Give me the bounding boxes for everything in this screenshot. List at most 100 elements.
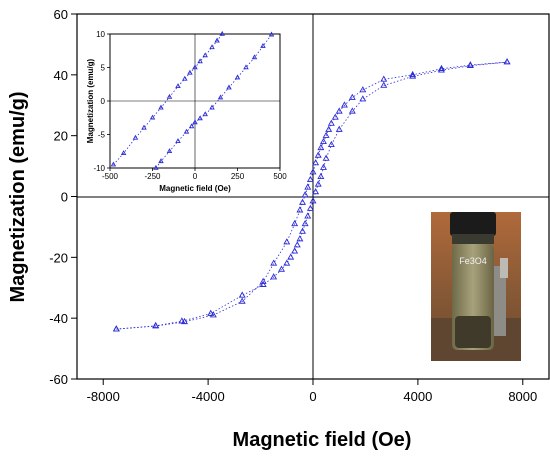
inset-data-point: [132, 134, 139, 140]
main-data-point: [209, 311, 217, 318]
main-data-point: [320, 137, 327, 144]
main-data-point: [322, 154, 330, 161]
inset-data-point: [149, 114, 156, 120]
inset-data-point: [214, 37, 220, 43]
inset-x-tick-label: 500: [273, 172, 287, 181]
inset-data-point: [202, 52, 208, 58]
vial-photo: Fe3O4: [431, 212, 521, 361]
inset-y-tick-label: -5: [98, 131, 106, 140]
inset-data-point: [268, 31, 275, 37]
inset-data-point: [153, 164, 159, 170]
main-data-point: [380, 75, 388, 82]
main-data-point: [314, 180, 322, 187]
main-data-point: [335, 107, 343, 114]
main-data-point: [312, 188, 320, 195]
vial-cap: [450, 212, 496, 236]
inset-data-point: [175, 138, 181, 143]
main-data-point: [309, 168, 317, 175]
inset-y-tick-label: 10: [96, 30, 105, 39]
inset-data-point: [183, 128, 190, 134]
inset-y-tick-label: 5: [101, 64, 106, 73]
main-data-point: [359, 86, 367, 93]
main-data-point: [238, 297, 246, 304]
main-data-point: [348, 107, 356, 114]
inset-data-point: [197, 115, 203, 121]
inset-data-point: [226, 84, 232, 90]
inset-y-tick-label: 0: [101, 97, 106, 106]
main-data-point: [359, 95, 367, 102]
magnet-clip: [500, 258, 508, 278]
main-data-point: [340, 101, 348, 108]
main-x-axis-title: Magnetic field (Oe): [233, 429, 412, 451]
main-data-point: [409, 72, 417, 79]
main-data-point: [466, 61, 474, 68]
x-tick-label: -8000: [87, 389, 120, 404]
inset-data-point: [192, 119, 198, 125]
main-data-point: [325, 125, 333, 132]
inset-y-axis-title: Magnetization (emu/g): [86, 58, 95, 143]
inset-data-point: [219, 30, 225, 36]
inset-data-point: [182, 75, 188, 81]
x-tick-label: 4000: [403, 389, 432, 404]
main-data-point: [287, 253, 295, 260]
x-tick-label: 0: [309, 389, 316, 404]
main-data-point: [299, 227, 306, 234]
vial-neck: [452, 234, 494, 244]
inset-data-point: [260, 42, 266, 48]
main-data-point: [322, 131, 330, 138]
main-data-point: [314, 151, 322, 158]
main-data-point: [291, 219, 299, 227]
inset-data-point: [110, 161, 117, 167]
magnet-bar: [494, 266, 506, 336]
vial-label: Fe3O4: [459, 256, 487, 266]
main-data-point: [327, 119, 335, 126]
main-data-point: [112, 325, 120, 332]
main-data-point: [238, 291, 246, 298]
inset-data-point: [166, 93, 173, 99]
main-data-point: [270, 259, 278, 266]
main-data-point: [317, 143, 325, 151]
main-data-point: [380, 81, 388, 88]
main-data-point: [348, 93, 356, 100]
main-data-point: [320, 163, 327, 170]
inset-x-tick-label: 0: [193, 172, 198, 181]
main-data-point: [304, 212, 312, 219]
main-data-point: [283, 238, 291, 245]
main-data-point: [309, 197, 317, 204]
inset-data-point: [175, 83, 181, 89]
main-data-point: [304, 183, 312, 190]
inset-data-point: [192, 64, 198, 70]
y-tick-label: 20: [54, 129, 68, 144]
main-data-point: [438, 66, 445, 73]
main-data-point: [293, 241, 301, 248]
main-data-point: [301, 219, 309, 227]
main-data-point: [259, 280, 267, 287]
inset-data-point: [187, 69, 193, 75]
y-tick-label: 0: [61, 190, 68, 205]
inset-data-point: [188, 123, 195, 129]
inset-data-point: [209, 104, 215, 110]
main-data-point: [306, 204, 314, 211]
main-data-point: [331, 113, 339, 120]
main-data-point: [299, 198, 306, 205]
main-data-point: [301, 191, 309, 198]
main-data-point: [259, 277, 267, 284]
inset-data-point: [197, 58, 203, 64]
x-tick-label: 8000: [508, 389, 537, 404]
inset-data-point: [234, 74, 241, 80]
main-y-axis-title: Magnetization (emu/g): [7, 91, 29, 302]
inset-data-point: [166, 148, 173, 154]
x-tick-label: -4000: [191, 389, 224, 404]
main-data-point: [296, 206, 304, 213]
main-data-point: [312, 159, 320, 166]
main-data-point: [317, 172, 325, 179]
main-data-point: [181, 317, 188, 325]
main-data-point: [438, 64, 445, 71]
main-data-point: [327, 140, 335, 148]
main-data-point: [270, 273, 278, 280]
main-data-point: [152, 322, 160, 329]
y-tick-label: 40: [54, 68, 68, 83]
inset-x-tick-label: -250: [144, 172, 161, 181]
inset-x-tick-label: -500: [102, 172, 119, 181]
